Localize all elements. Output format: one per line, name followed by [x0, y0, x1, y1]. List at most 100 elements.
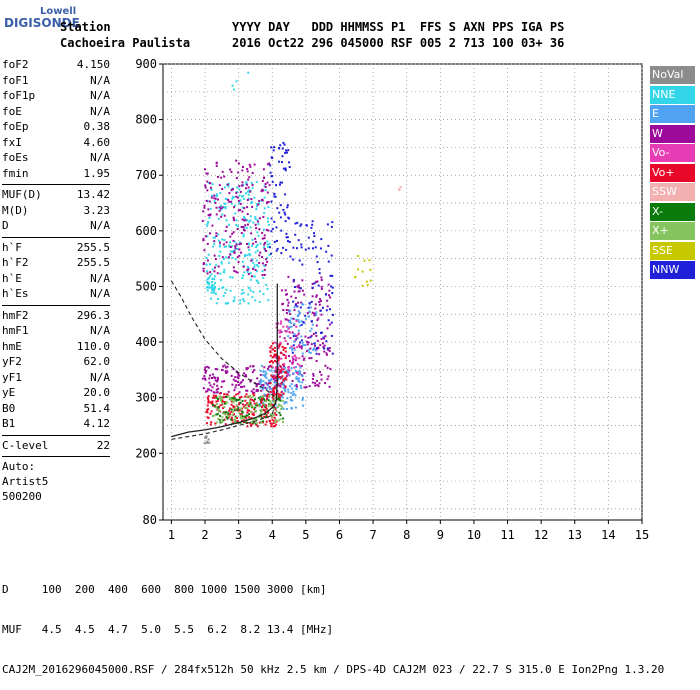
- legend-item-x-: X+: [650, 222, 695, 240]
- data-point-w: [202, 237, 205, 240]
- data-point-w: [246, 389, 249, 392]
- data-point-nne: [206, 286, 209, 289]
- param-row-foe: foE N/A: [2, 105, 110, 121]
- data-point-w: [317, 385, 320, 388]
- data-point-vo-: [213, 396, 216, 399]
- data-point-nne: [254, 216, 257, 219]
- data-point-nne: [255, 245, 258, 248]
- data-point-x-: [263, 405, 266, 408]
- data-point-nnw: [314, 246, 317, 249]
- data-point-nnw: [288, 161, 291, 164]
- data-point-vo-: [270, 374, 273, 377]
- data-point-x-: [277, 398, 280, 401]
- data-point-nne: [223, 186, 226, 189]
- data-point-w: [237, 171, 240, 174]
- data-point-w: [295, 384, 298, 387]
- profile-trace-dashed: [170, 280, 278, 401]
- param-key: foF1: [2, 73, 29, 87]
- data-point-nne: [231, 197, 234, 200]
- data-point-nnw: [278, 147, 281, 150]
- data-point-w: [257, 382, 260, 385]
- param-value: 4.60: [83, 135, 111, 149]
- data-point-w: [285, 375, 288, 378]
- data-point-nne: [251, 201, 254, 204]
- data-point-w: [243, 207, 246, 210]
- data-point-w: [251, 371, 254, 374]
- data-point-w: [308, 357, 311, 360]
- data-point-vo-: [240, 395, 243, 398]
- data-point-nnw: [316, 261, 319, 264]
- data-point-e: [272, 374, 275, 377]
- data-point-noval: [207, 438, 210, 441]
- data-point-vo-: [230, 400, 233, 403]
- data-point-w: [238, 254, 241, 257]
- data-point-w: [245, 367, 248, 370]
- data-point-nnw: [330, 254, 333, 257]
- data-point-w: [246, 198, 249, 201]
- data-point-vo-: [207, 408, 210, 411]
- data-point-vo-: [269, 390, 272, 393]
- param-row-fof1p: foF1p N/A: [2, 89, 110, 105]
- data-point-w: [201, 377, 204, 380]
- data-point-nnw: [317, 284, 320, 287]
- data-point-nnw: [313, 342, 316, 345]
- data-point-x-: [264, 416, 267, 419]
- data-point-w: [216, 368, 219, 371]
- data-point-x-: [240, 407, 243, 410]
- data-point-nne: [232, 88, 235, 91]
- data-point-vo-: [233, 395, 236, 398]
- data-point-nne: [241, 206, 244, 209]
- data-point-e: [268, 387, 271, 390]
- data-point-vo-: [236, 419, 239, 422]
- data-point-e: [273, 370, 276, 373]
- data-point-nne: [206, 289, 209, 292]
- data-point-e: [290, 325, 293, 328]
- data-point-nne: [263, 196, 266, 199]
- data-point-x-: [273, 400, 276, 403]
- data-point-w: [307, 336, 310, 339]
- data-point-w: [213, 254, 216, 257]
- data-point-vo-: [207, 395, 210, 398]
- data-point-x-: [250, 411, 253, 414]
- data-point-e: [299, 384, 302, 387]
- data-point-w: [298, 290, 301, 293]
- data-point-w: [293, 309, 296, 312]
- data-point-nne: [224, 302, 227, 305]
- data-point-w: [231, 188, 234, 191]
- x-tick-label: 13: [568, 528, 582, 542]
- data-point-vo-: [206, 404, 209, 407]
- data-point-nne: [235, 219, 238, 222]
- data-point-w: [264, 241, 267, 244]
- data-point-w: [240, 251, 243, 254]
- data-point-nne: [220, 279, 223, 282]
- data-point-nne: [247, 189, 250, 192]
- data-point-nnw: [287, 149, 290, 152]
- data-point-w: [220, 385, 223, 388]
- data-point-nne: [209, 263, 212, 266]
- data-point-nne: [212, 287, 215, 290]
- data-point-nne: [255, 205, 258, 208]
- data-point-sse: [365, 280, 368, 283]
- data-point-vo-: [248, 416, 251, 419]
- data-point-nne: [223, 206, 226, 209]
- y-tick-label: 500: [135, 279, 157, 293]
- data-point-w: [327, 294, 330, 297]
- data-point-w: [233, 269, 236, 272]
- data-point-e: [259, 382, 262, 385]
- data-point-nnw: [282, 141, 285, 144]
- data-point-nne: [244, 253, 247, 256]
- data-point-nnw: [275, 184, 278, 187]
- data-point-w: [267, 382, 270, 385]
- data-point-vo-: [275, 414, 278, 417]
- param-value: 296.3: [76, 308, 110, 322]
- data-point-w: [252, 267, 255, 270]
- data-point-vo-: [226, 393, 229, 396]
- data-point-vo-: [229, 407, 232, 410]
- data-point-x-: [211, 403, 214, 406]
- data-point-nne: [246, 270, 249, 273]
- data-point-w: [209, 186, 212, 189]
- data-point-nne: [249, 219, 252, 222]
- data-point-w: [262, 168, 265, 171]
- data-point-e: [288, 373, 291, 376]
- data-point-vo-: [275, 420, 278, 423]
